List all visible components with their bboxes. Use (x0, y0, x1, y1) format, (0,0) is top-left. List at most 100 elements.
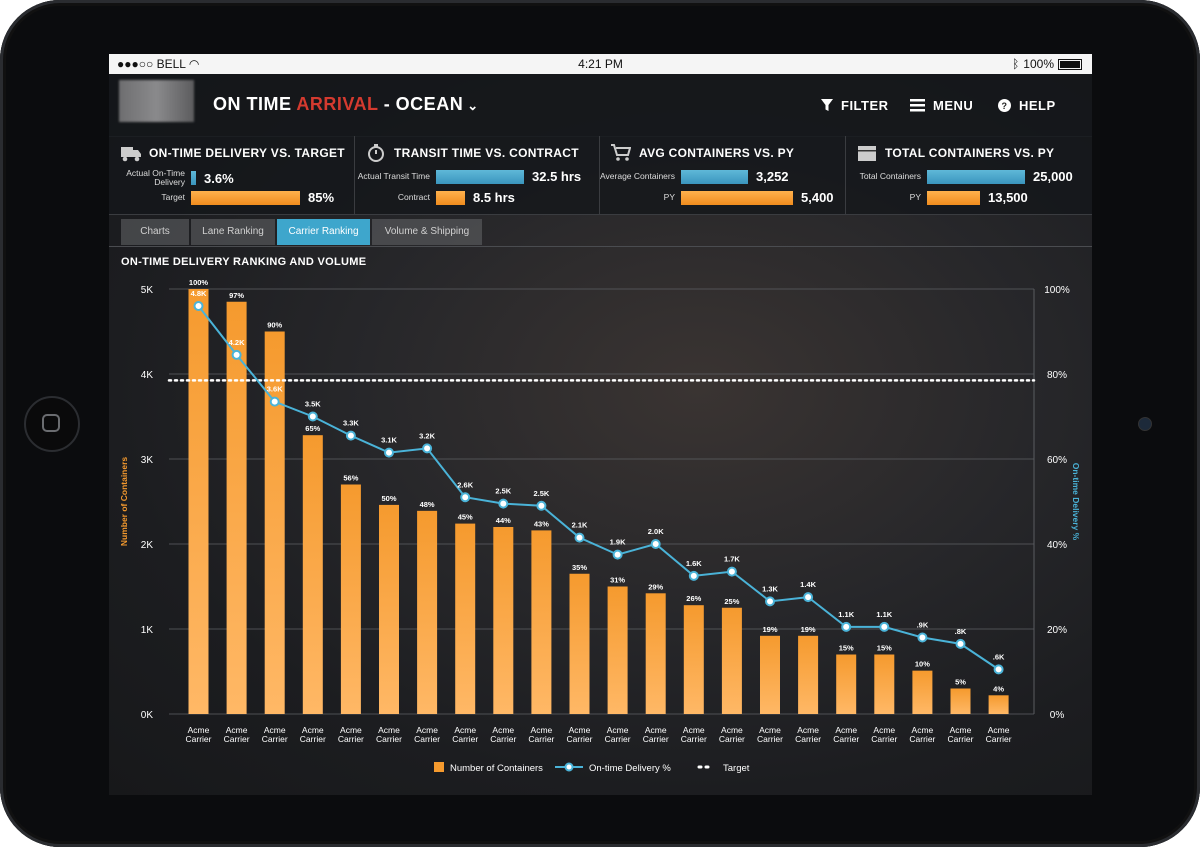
company-logo (119, 80, 194, 122)
bar-data-label: 90% (267, 321, 282, 330)
menu-label: MENU (933, 98, 974, 113)
bar (417, 510, 438, 714)
bar-data-label: 5% (955, 678, 966, 687)
line-data-label: 3.2K (419, 431, 435, 440)
filter-button[interactable]: FILTER (821, 98, 889, 113)
on-time-line (197, 305, 1000, 671)
bar-data-label: 35% (572, 563, 587, 572)
kpi-total-containers[interactable]: TOTAL CONTAINERS VS. PY Total Containers… (845, 136, 1092, 214)
kpi-title: AVG CONTAINERS VS. PY (639, 146, 795, 160)
stopwatch-icon (368, 144, 384, 162)
kpi-transit-time[interactable]: TRANSIT TIME VS. CONTRACT Actual Transit… (354, 136, 600, 214)
kpi-value: 3,252 (756, 169, 789, 184)
line-data-label: .9K (917, 621, 929, 630)
carrier-name: BELL (156, 57, 186, 71)
page-title[interactable]: ON TIME ARRIVAL - OCEAN ⌄ (213, 94, 479, 115)
help-label: HELP (1019, 98, 1056, 113)
help-button[interactable]: ? HELP (998, 98, 1056, 113)
box-icon (858, 146, 876, 161)
line-point (688, 570, 699, 581)
kpi-bar-actual (191, 171, 196, 185)
kpi-ontime-delivery[interactable]: ON-TIME DELIVERY VS. TARGET Actual On-Ti… (109, 136, 355, 214)
x-tick-label: Acme Carrier (414, 725, 440, 744)
line-point (955, 638, 966, 649)
kpi-row-label: PY (663, 192, 675, 202)
tab-charts[interactable]: Charts (121, 219, 189, 245)
line-data-label: 4.8K (191, 289, 207, 298)
bar-data-label: 97% (229, 291, 244, 300)
kpi-bar-average (681, 169, 748, 184)
y-tick-label: 1K (141, 625, 154, 636)
line-data-label: 3.5K (305, 400, 321, 409)
kpi-bar-py (927, 190, 980, 205)
cart-icon (611, 144, 631, 161)
bar-data-label: 15% (877, 644, 892, 653)
filter-label: FILTER (841, 98, 889, 113)
tab-volume-shipping[interactable]: Volume & Shipping (372, 219, 482, 245)
bar-data-label: 4% (993, 684, 1004, 693)
kpi-bar-target (191, 190, 300, 205)
kpi-row-contract: Contract 8.5 hrs (354, 190, 515, 205)
legend-line-marker (564, 762, 574, 772)
y-tick-label: 2K (141, 540, 154, 551)
kpi-row-label: Target (161, 192, 185, 202)
bar-data-label: 100% (189, 278, 209, 287)
x-tick-label: Acme Carrier (605, 725, 631, 744)
bar-data-label: 26% (686, 594, 701, 603)
kpi-value: 85% (308, 190, 335, 205)
x-tick-label: Acme Carrier (490, 725, 516, 744)
bar (340, 484, 361, 714)
x-tick-label: Acme Carrier (300, 725, 326, 744)
kpi-row-total: Total Containers 25,000 (845, 169, 1073, 184)
title-part-3: - OCEAN (378, 94, 464, 114)
bar (874, 654, 895, 714)
app-header: ON TIME ARRIVAL - OCEAN ⌄ FILTER MENU ? H… (109, 74, 1092, 137)
y2-tick-label: 0% (1050, 710, 1065, 721)
line-data-label: 1.9K (610, 538, 626, 547)
home-button[interactable] (24, 396, 80, 452)
y-tick-label: 3K (141, 455, 154, 466)
line-point (498, 498, 509, 509)
kpi-row-py: PY 5,400 (599, 190, 834, 205)
y2-tick-label: 80% (1047, 370, 1067, 381)
y2-tick-label: 20% (1047, 625, 1067, 636)
line-point (879, 621, 890, 632)
line-point (269, 396, 280, 407)
line-data-label: 2.1K (572, 521, 588, 530)
kpi-row-label: Actual Transit Time (357, 171, 430, 181)
kpi-bar-py (681, 190, 793, 205)
bar (721, 607, 742, 714)
line-point (650, 539, 661, 549)
x-tick-label: Acme Carrier (909, 725, 935, 744)
kpi-avg-containers[interactable]: AVG CONTAINERS VS. PY Average Containers… (599, 136, 846, 214)
ranking-chart: 0K 1K 2K 3K 4K 5K 0% 20% 40% 60% 80% 100% Number of … (119, 278, 1081, 774)
tab-lane-ranking[interactable]: Lane Ranking (191, 219, 275, 245)
kpi-row-label: PY (909, 192, 921, 202)
kpi-value: 8.5 hrs (473, 190, 515, 205)
x-tick-label: Acme Carrier (452, 725, 478, 744)
x-tick-label: Acme Carrier (186, 725, 212, 744)
line-data-label: 1.3K (762, 584, 778, 593)
y-axis-title: Number of Containers (119, 457, 129, 547)
y2-tick-label: 40% (1047, 540, 1067, 551)
bar (912, 670, 933, 714)
kpi-row-actual: Actual On-Time Delivery 3.6% (109, 169, 233, 187)
line-data-label: 1.4K (800, 580, 816, 589)
x-tick-label: Acme Carrier (528, 725, 554, 744)
menu-button[interactable]: MENU (910, 98, 973, 113)
title-part-1: ON TIME (213, 94, 297, 114)
x-tick-label: Acme Carrier (719, 725, 745, 744)
x-tick-label: Acme Carrier (567, 725, 593, 744)
bar (531, 530, 552, 714)
bar (264, 331, 285, 714)
bar-data-label: 48% (420, 500, 435, 509)
kpi-bar-actual (436, 169, 524, 184)
bar (379, 504, 399, 714)
tab-carrier-ranking[interactable]: Carrier Ranking (277, 219, 370, 245)
line-data-label: 1.6K (686, 559, 702, 568)
x-tick-label: Acme Carrier (986, 725, 1012, 744)
line-point (726, 566, 737, 577)
kpi-bar-contract (436, 190, 465, 205)
line-point (612, 549, 623, 560)
